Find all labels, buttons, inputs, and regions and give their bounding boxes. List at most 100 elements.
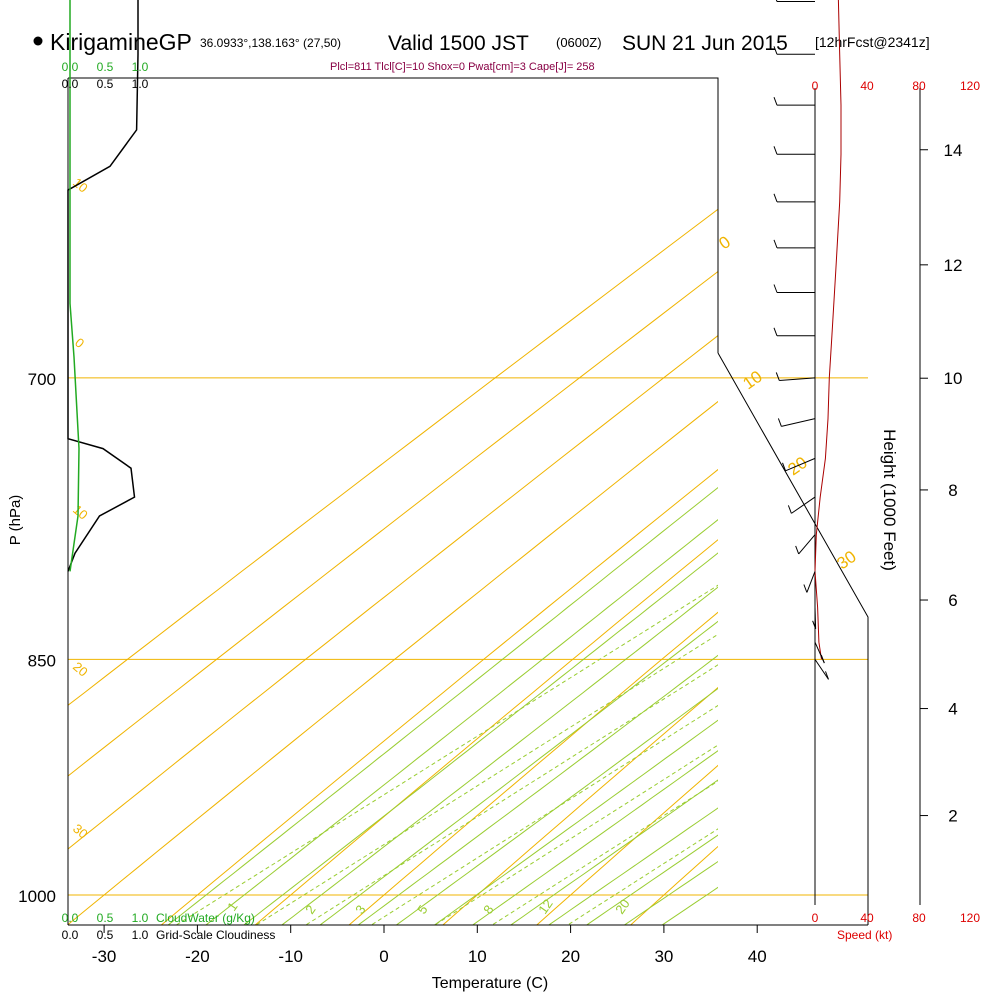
moist-adiabat-lines: [167, 486, 718, 925]
speed-axis-label: Speed (kt): [837, 928, 892, 942]
cloudiness-tick-label-top: 1.0: [132, 77, 149, 91]
cloudwater-profile: [69, 0, 80, 572]
pressure-axis-label: P (hPa): [7, 495, 24, 546]
cloudiness-profile: [67, 0, 139, 572]
cloudwater-tick-label-top: 0.5: [97, 60, 114, 74]
wind-barb: [781, 418, 816, 427]
temperature-tick-label: 20: [561, 947, 580, 966]
height-tick-label: 14: [944, 141, 963, 160]
cloudwater-tick-label-top: 1.0: [132, 60, 149, 74]
cloudwater-tick-label-top: 0.0: [62, 60, 79, 74]
dry-adiabat: [629, 845, 718, 925]
valid-time: Valid 1500 JST: [388, 32, 529, 55]
grid-line-labels: 1001020300102030123581220: [70, 175, 860, 917]
wind-speed-line: [814, 0, 842, 660]
moist-adiabat: [661, 886, 718, 925]
parcel-line: [981, 0, 1000, 659]
axes: 2503004005007008501000-30-20-10010203040…: [7, 60, 980, 992]
pressure-tick-label: 850: [28, 651, 56, 670]
dry-adiabat-label: 10: [70, 175, 91, 196]
moist-adiabat: [357, 654, 718, 925]
pressure-tick-label: 700: [28, 370, 56, 389]
isobar-lines: [68, 377, 868, 896]
wind-barb-feather: [777, 418, 782, 427]
wind-barb: [798, 534, 816, 555]
stability-indices: Plcl=811 Tlcl[C]=10 Shox=0 Pwat[cm]=3 Ca…: [330, 61, 595, 73]
height-tick-label: 2: [948, 807, 957, 826]
speed-tick-label-top: 80: [912, 79, 926, 93]
mixing-ratio-line: [175, 584, 718, 925]
mixing-ratio-line: [433, 744, 718, 925]
plot-frame: [67, 77, 921, 926]
moist-adiabat: [623, 860, 718, 925]
temperature-line: [981, 0, 1000, 659]
wind-panel: [773, 0, 842, 680]
speed-tick-label-top: 40: [860, 79, 874, 93]
wind-barb: [814, 659, 829, 680]
dry-adiabat: [68, 400, 718, 925]
dry-adiabat: [535, 764, 718, 925]
wind-barb: [785, 457, 816, 472]
dry-adiabat: [68, 334, 718, 850]
wind-barb: [779, 377, 816, 381]
cloudiness-tick-label-bottom: 0.5: [97, 928, 114, 942]
moist-adiabat: [243, 552, 718, 925]
dewpoint-line: [947, 0, 1000, 659]
mixing-ratio-label: 12: [535, 896, 556, 916]
wind-barb-feather: [773, 96, 778, 106]
speed-tick-label-bottom: 40: [860, 911, 874, 925]
cloud-profile: [67, 0, 139, 572]
station-location: 36.0933°,138.163° (27,50): [200, 36, 341, 50]
moist-adiabat: [281, 586, 718, 925]
mixing-ratio-label: 8: [480, 902, 496, 917]
valid-utc: (0600Z): [556, 35, 602, 50]
dry-adiabat-label: 10: [70, 502, 91, 523]
height-tick-label: 4: [948, 700, 957, 719]
mixing-ratio-line: [370, 704, 718, 925]
temperature-axis-label: Temperature (C): [432, 975, 548, 992]
mixing-ratio-line: [255, 633, 718, 925]
station-name: KirigamineGP: [50, 29, 192, 55]
wind-barb-feather: [773, 284, 778, 293]
wind-barb-feather: [773, 46, 778, 55]
cloudwater-tick-label-bottom: 0.0: [62, 911, 79, 925]
moist-adiabat: [471, 750, 718, 925]
cloudwater-axis-label: CloudWater (g/Kg): [156, 911, 255, 925]
dry-adiabat: [964, 0, 1000, 966]
cloudiness-tick-label-top: 0.5: [97, 77, 114, 91]
mixing-ratio-label: 2: [302, 902, 318, 917]
speed-tick-label-bottom: 80: [912, 911, 926, 925]
wind-barb-feather: [773, 146, 778, 155]
sounding-traces: [944, 0, 1000, 663]
speed-tick-label-top: 120: [960, 79, 980, 93]
wind-barb-feather: [820, 654, 825, 664]
wind-barb-feather: [787, 505, 792, 514]
wind-barb-feather: [795, 545, 800, 555]
height-tick-label: 8: [948, 481, 957, 500]
dry-adiabat-label: 20: [70, 659, 91, 680]
dry-adiabat: [160, 468, 718, 925]
wind-barb-feather: [812, 620, 817, 630]
cloudiness-tick-label-top: 0.0: [62, 77, 79, 91]
cloudiness-axis-label: Grid-Scale Cloudiness: [156, 928, 275, 942]
dry-adiabat: [348, 611, 718, 925]
wind-barb: [791, 496, 816, 514]
pressure-tick-label: 1000: [18, 887, 56, 906]
cloudwater-tick-label-bottom: 1.0: [132, 911, 149, 925]
mixing-ratio-label: 20: [612, 896, 633, 916]
dry-adiabat: [254, 539, 718, 925]
cloudiness-tick-label-bottom: 0.0: [62, 928, 79, 942]
temperature-tick-label: 0: [379, 947, 388, 966]
wind-barb-feather: [803, 584, 808, 593]
cloudiness-tick-label-bottom: 1.0: [132, 928, 149, 942]
wind-barb-feather: [825, 671, 829, 680]
mixing-ratio-lines: [175, 584, 718, 925]
wind-barb-feather: [773, 327, 778, 336]
height-tick-label: 10: [944, 369, 963, 388]
cloudwater-tick-label-bottom: 0.5: [97, 911, 114, 925]
wind-barb-feather: [775, 0, 778, 2]
wind-barb: [806, 571, 816, 593]
speed-tick-label-bottom: 120: [960, 911, 980, 925]
